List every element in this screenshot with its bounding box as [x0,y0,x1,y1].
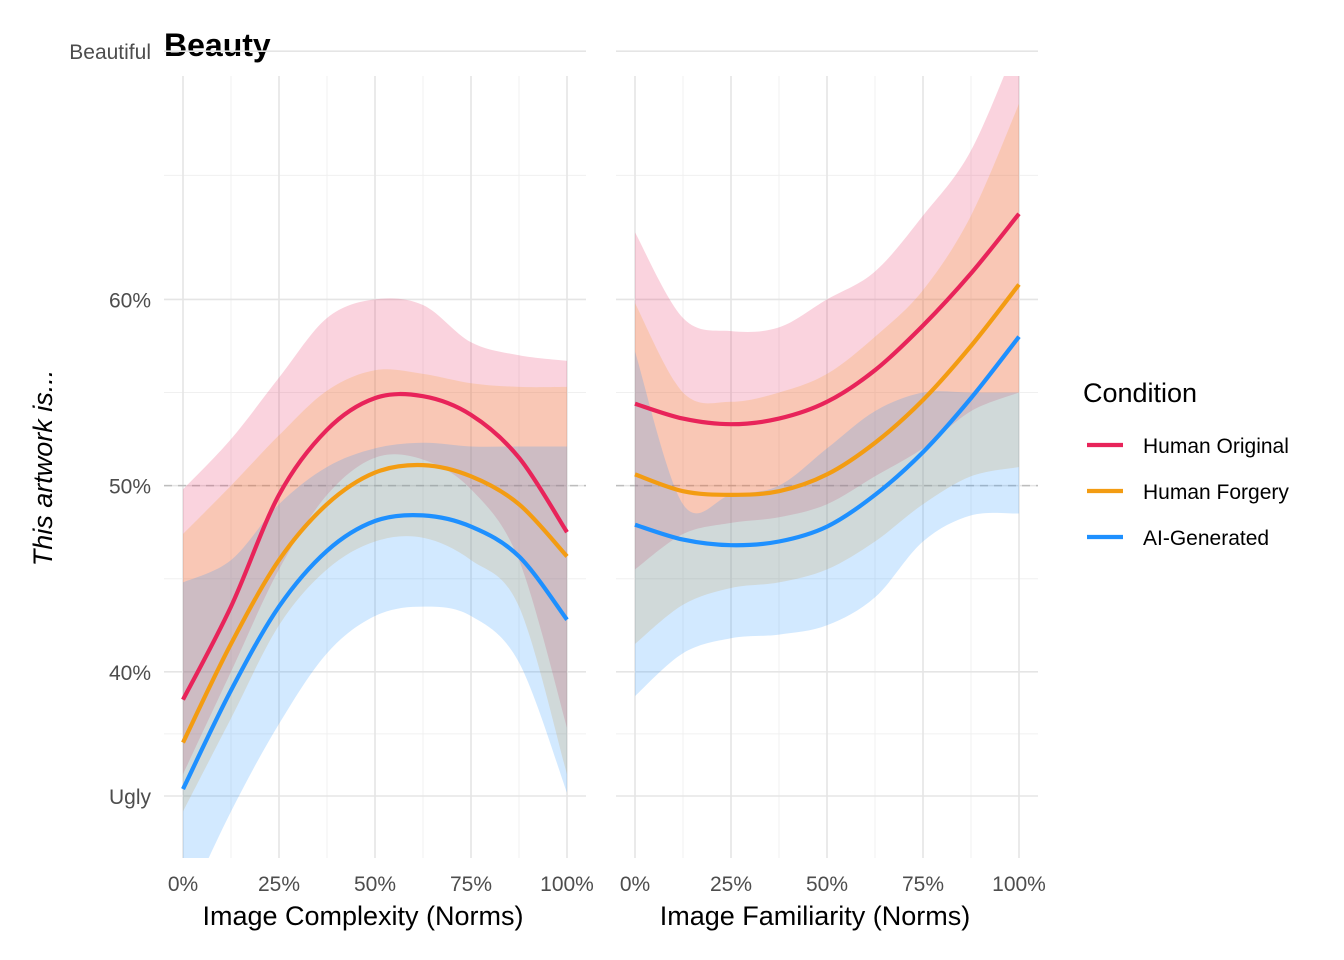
y-tick-label: 60% [109,289,151,312]
series-line-ai-generated [634,335,1021,548]
series-line-human-original [181,391,569,701]
ci-band-ai-generated [183,442,567,858]
x-tick-label: 50% [806,873,848,896]
series-line-human-original [634,212,1021,427]
x-axis-title: Image Complexity (Norms) [202,901,523,931]
series-line-human-forgery [634,283,1021,498]
y-tick-label: Beautiful [69,41,151,64]
x-tick-label: 0% [168,873,198,896]
ci-band-ai-generated [635,351,1019,696]
x-tick-label: 75% [450,873,492,896]
panel-2: 0% 25% 50% 75% 100% Image Familiarity (Norms) [616,50,1046,931]
x-tick-label: 100% [540,873,594,896]
y-tick-label: 40% [109,662,151,685]
y-axis-title: This artwork is... [28,370,58,567]
x-tick-label: 75% [902,873,944,896]
x-tick-label: 100% [992,873,1046,896]
x-tick-label: 50% [354,873,396,896]
panel-1-series [181,298,569,858]
ci-band-human-forgery [635,103,1019,644]
chart-title: Beauty [164,27,271,63]
y-tick-label: 50% [109,476,151,499]
series-line-human-forgery [181,462,569,744]
x-tick-label: 25% [258,873,300,896]
x-tick-label: 25% [710,873,752,896]
y-tick-label: Ugly [109,786,152,809]
legend-title: Condition [1083,378,1197,408]
series-line-ai-generated [181,512,569,791]
legend-label: Human Forgery [1143,481,1289,504]
panel-1: 0% 25% 50% 75% 100% Image Complexity (Norms) [164,50,594,931]
legend-label: Human Original [1143,435,1289,458]
x-tick-label: 0% [620,873,650,896]
ci-band-human-original [635,76,1019,570]
legend-label: AI-Generated [1143,527,1269,550]
panel-2-series [634,76,1021,696]
ci-band-human-forgery [183,369,567,812]
x-axis-title: Image Familiarity (Norms) [660,901,971,931]
legend: Condition Human Original Human Forgery AI-… [1083,378,1289,550]
